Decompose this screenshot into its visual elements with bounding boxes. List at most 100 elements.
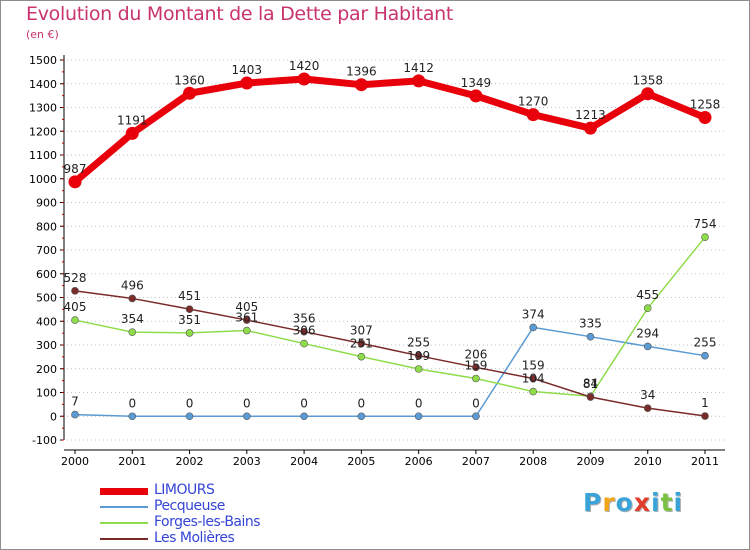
x-tick-label: 2011: [691, 455, 719, 468]
data-point: [300, 327, 308, 336]
data-label: 354: [121, 312, 144, 326]
legend-label: Les Molières: [154, 530, 235, 546]
data-point: [243, 316, 251, 324]
data-point: [529, 374, 537, 383]
data-point: [641, 87, 655, 101]
logo-letter: P: [583, 488, 603, 517]
series-line-limours: [72, 75, 707, 185]
data-label: 7: [71, 395, 79, 409]
legend-swatch: [100, 506, 148, 508]
y-tick-label: 500: [36, 292, 57, 305]
data-label: 451: [178, 289, 201, 303]
data-label: 0: [472, 396, 480, 410]
data-point: [643, 404, 652, 412]
data-label: 1403: [232, 63, 263, 77]
data-point: [68, 175, 82, 189]
y-tick-label: 300: [36, 339, 57, 352]
legend-label: Forges-les-Bains: [154, 514, 261, 530]
series-line-pecqueuse: [74, 326, 706, 417]
data-label: 1412: [403, 61, 434, 75]
data-point: [243, 326, 251, 335]
data-label: 1213: [575, 108, 606, 122]
data-point: [125, 126, 139, 140]
legend-swatch: [100, 538, 148, 540]
data-label: 356: [293, 312, 316, 326]
data-label: 0: [186, 396, 194, 410]
y-tick-label: 1500: [29, 54, 57, 67]
data-point: [128, 328, 137, 336]
data-label: 1360: [174, 73, 205, 87]
data-point: [412, 74, 426, 88]
data-label: 294: [636, 326, 659, 340]
chart-subtitle: (en €): [26, 28, 59, 41]
data-point: [701, 233, 709, 241]
data-label: 0: [415, 396, 423, 410]
x-tick-label: 2008: [519, 455, 547, 468]
data-point: [357, 412, 366, 421]
data-point: [469, 89, 483, 103]
x-tick-label: 2006: [405, 455, 433, 468]
data-point: [643, 304, 652, 312]
chart-title: Evolution du Montant de la Dette par Hab…: [26, 3, 454, 25]
logo-letter: o: [615, 488, 634, 517]
data-point: [71, 410, 79, 419]
data-point: [128, 294, 137, 303]
data-label: 0: [128, 396, 136, 410]
legend-swatch: [100, 488, 148, 495]
logo-letter: i: [651, 488, 661, 517]
data-point: [472, 363, 480, 372]
y-tick-label: 700: [36, 244, 57, 257]
data-label: 1: [701, 396, 709, 410]
data-point: [701, 412, 709, 420]
data-label: 1191: [117, 113, 148, 127]
data-point: [297, 72, 311, 86]
data-point: [698, 110, 712, 124]
data-point: [414, 351, 423, 360]
x-tick-label: 2010: [634, 455, 662, 468]
x-tick-label: 2001: [118, 455, 146, 468]
logo-letter: r: [602, 488, 616, 517]
data-label: 361: [235, 311, 258, 325]
data-label: 405: [235, 300, 258, 314]
data-label: 528: [64, 271, 87, 285]
y-tick-label: -100: [32, 434, 57, 447]
data-point: [643, 342, 652, 351]
y-tick-label: 200: [36, 363, 57, 376]
data-point: [354, 78, 368, 92]
data-point: [357, 339, 366, 348]
logo-letter: t: [660, 488, 674, 517]
data-label: 251: [350, 337, 373, 351]
data-point: [185, 329, 194, 337]
data-point: [128, 412, 137, 421]
data-point: [586, 332, 595, 341]
data-point: [300, 412, 308, 421]
series-line-forges-les-bains: [74, 236, 706, 398]
x-tick-label: 2004: [290, 455, 318, 468]
data-label: 307: [350, 323, 373, 337]
data-point: [414, 412, 423, 421]
y-tick-label: 0: [50, 410, 57, 423]
x-tick-label: 2000: [61, 455, 89, 468]
y-tick-label: 1300: [29, 102, 57, 115]
data-label: 0: [358, 396, 366, 410]
data-label: 496: [121, 278, 144, 292]
data-label: 0: [243, 396, 251, 410]
data-point: [71, 316, 79, 324]
logo-letter: x: [633, 488, 651, 517]
data-point: [71, 287, 79, 295]
data-label: 1420: [289, 59, 320, 73]
data-point: [185, 412, 194, 421]
data-point: [586, 393, 595, 401]
series-line-les-moli-res: [74, 290, 706, 417]
data-point: [529, 387, 537, 396]
data-point: [526, 108, 540, 122]
y-tick-label: 900: [36, 197, 57, 210]
data-point: [414, 365, 423, 373]
data-point: [185, 305, 194, 313]
data-label: 159: [464, 358, 487, 372]
data-label: 206: [464, 347, 487, 361]
data-label: 159: [522, 358, 545, 372]
logo-letter: i: [673, 488, 684, 517]
